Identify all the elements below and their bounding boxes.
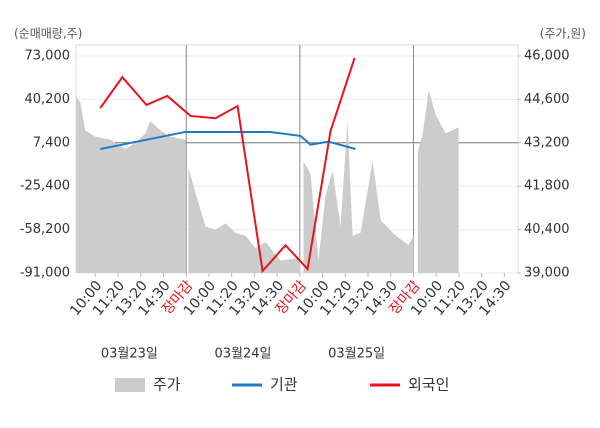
y-tick-label: -91,000 bbox=[20, 266, 70, 281]
legend-label: 외국인 bbox=[408, 376, 449, 394]
y-tick-label: 73,000 bbox=[25, 49, 71, 64]
date-label: 03월23일 bbox=[101, 347, 158, 362]
date-label: 03월24일 bbox=[215, 347, 272, 362]
price-area bbox=[76, 96, 186, 273]
y-tick-label: 7,400 bbox=[33, 135, 70, 150]
y2-tick-label: 39,000 bbox=[524, 266, 570, 281]
y-tick-label: -25,400 bbox=[20, 179, 70, 194]
date-label: 03월25일 bbox=[328, 347, 385, 362]
y2-tick-label: 43,200 bbox=[524, 135, 570, 150]
legend-label: 주가 bbox=[153, 376, 181, 394]
price-area bbox=[188, 167, 301, 273]
y2-tick-label: 41,800 bbox=[524, 179, 570, 194]
y-tick-label: -58,200 bbox=[20, 222, 70, 237]
y2-tick-label: 46,000 bbox=[524, 49, 570, 64]
series-line bbox=[99, 57, 356, 274]
price-area bbox=[417, 90, 459, 273]
y2-tick-label: 44,600 bbox=[524, 92, 570, 107]
legend-swatch bbox=[115, 378, 145, 392]
price-area bbox=[303, 121, 414, 273]
y2-tick-label: 40,400 bbox=[524, 222, 570, 237]
y-tick-label: 40,200 bbox=[25, 92, 71, 107]
y2-axis-label: (주가,원) bbox=[540, 27, 586, 41]
legend-label: 기관 bbox=[270, 376, 298, 394]
y-axis-label: (순매매량,주) bbox=[14, 27, 82, 41]
